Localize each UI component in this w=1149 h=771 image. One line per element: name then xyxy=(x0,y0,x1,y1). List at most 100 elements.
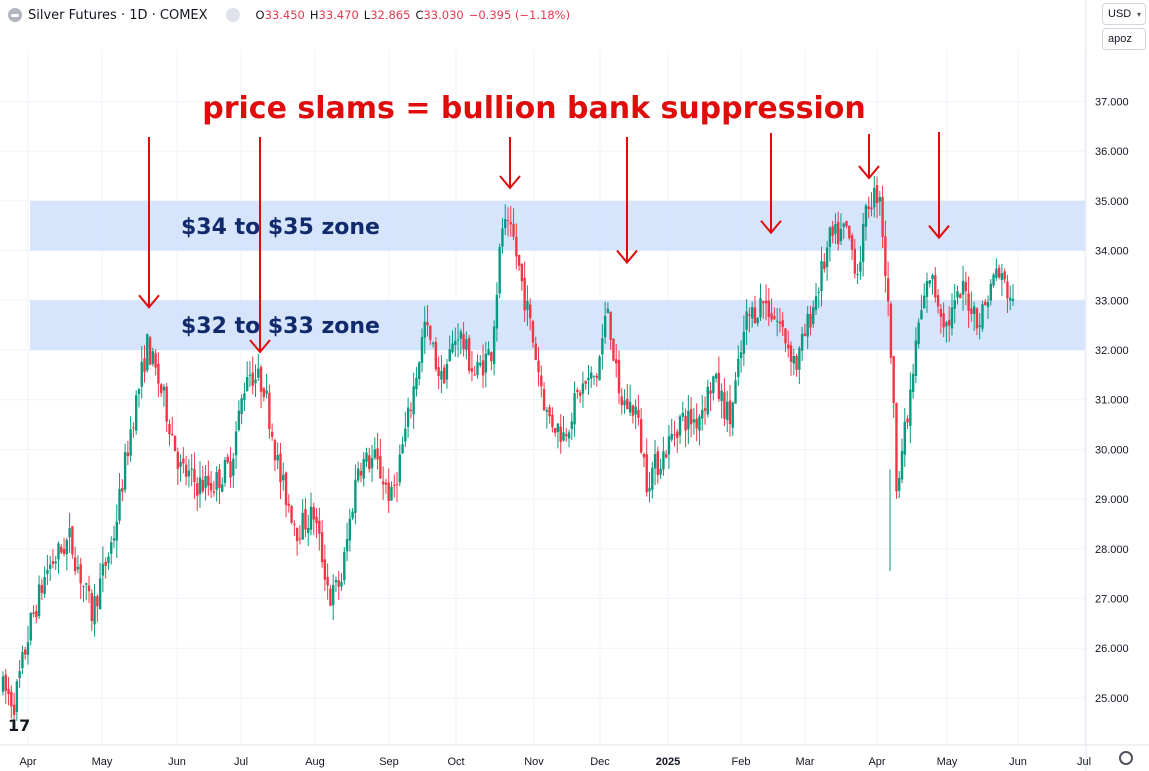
candle-body xyxy=(112,538,116,541)
candle-body xyxy=(825,247,829,268)
currency-selector[interactable]: USD ▾ xyxy=(1102,3,1146,25)
candle-body xyxy=(789,345,793,362)
candle-body xyxy=(867,206,870,209)
candle-body xyxy=(684,416,687,431)
candle-body xyxy=(212,491,216,493)
candle-body xyxy=(509,222,512,225)
ohlc-value: −0.395 (−1.18%) xyxy=(468,8,571,22)
candle-body xyxy=(301,512,304,540)
candle-body xyxy=(270,431,274,437)
candle-body xyxy=(787,344,790,349)
candle-body xyxy=(10,691,13,707)
candle-body xyxy=(229,461,232,478)
candle-body xyxy=(484,353,488,373)
candle-body xyxy=(631,405,635,416)
settings-gear-icon[interactable] xyxy=(1119,751,1133,765)
candle-body xyxy=(689,409,693,425)
candle-body xyxy=(87,585,91,592)
candle-body xyxy=(406,407,410,427)
candle-body xyxy=(151,351,155,365)
candle-body xyxy=(173,435,177,452)
candle-body xyxy=(817,291,820,293)
candle-body xyxy=(21,651,24,669)
candle-body xyxy=(470,368,474,372)
candle-body xyxy=(51,561,55,565)
candle-body xyxy=(221,484,224,492)
candle-body xyxy=(179,462,182,467)
candle-body xyxy=(234,431,238,456)
candle-body xyxy=(667,436,671,455)
candle-body xyxy=(828,227,832,248)
y-tick-label: 32.000 xyxy=(1095,345,1129,357)
candle-body xyxy=(673,434,676,436)
candle-body xyxy=(207,475,210,486)
candle-body xyxy=(162,386,166,391)
candle-body xyxy=(467,338,471,371)
candle-body xyxy=(506,220,510,222)
candle-body xyxy=(778,321,782,324)
candle-body xyxy=(35,610,38,618)
candle-body xyxy=(368,455,371,470)
candle-body xyxy=(12,704,16,716)
candle-body xyxy=(323,559,327,580)
candle-body xyxy=(137,389,141,395)
candle-body xyxy=(995,268,998,278)
candle-body xyxy=(645,454,648,493)
candle-body xyxy=(232,458,235,476)
candle-body xyxy=(85,583,88,585)
candle-body xyxy=(459,331,463,339)
arrow-head xyxy=(928,225,950,240)
time-axis: Apr May Jun Jul Aug Sep Oct Nov Dec 2025 Feb Mar Apr… xyxy=(19,756,1091,768)
candle-body xyxy=(190,468,193,470)
x-tick-label: May xyxy=(92,756,113,768)
candle-body xyxy=(329,588,332,606)
candle-body xyxy=(456,339,460,341)
candle-body xyxy=(681,412,685,417)
candle-body xyxy=(115,521,118,541)
x-tick-label: Apr xyxy=(868,756,885,768)
candle-body xyxy=(18,671,21,679)
candle-body xyxy=(567,432,571,439)
candle-body xyxy=(520,263,524,282)
candle-body xyxy=(79,564,82,584)
x-tick-label: Jun xyxy=(168,756,186,768)
candle-body xyxy=(448,349,451,362)
candle-body xyxy=(556,423,560,432)
candle-body xyxy=(856,274,859,276)
candle-body xyxy=(812,307,815,325)
candle-body xyxy=(384,482,388,485)
candle-body xyxy=(184,464,188,477)
candle-body xyxy=(62,548,66,554)
candle-body xyxy=(340,581,343,587)
candle-body xyxy=(110,542,113,554)
candle-body xyxy=(412,386,415,415)
candle-body xyxy=(393,485,396,487)
candle-body xyxy=(123,452,127,490)
candle-body xyxy=(578,392,582,396)
candle-body xyxy=(592,375,596,377)
candle-body xyxy=(282,474,285,481)
y-tick-label: 31.000 xyxy=(1095,395,1129,407)
symbol-logo-icon xyxy=(8,8,22,22)
candle-body xyxy=(479,362,482,366)
candle-body xyxy=(140,361,143,387)
candle-body xyxy=(284,472,288,505)
candle-body xyxy=(728,400,732,424)
candle-body xyxy=(656,451,660,475)
candle-body xyxy=(925,281,929,297)
candle-body xyxy=(287,503,290,506)
visibility-eye-icon[interactable] xyxy=(225,8,240,22)
candle-body xyxy=(970,308,973,314)
candle-body xyxy=(545,410,549,412)
zone-band xyxy=(30,300,1085,350)
candle-body xyxy=(853,248,857,274)
candle-body xyxy=(617,359,621,394)
candle-body xyxy=(1,676,5,692)
candle-body xyxy=(870,207,873,210)
symbol-title[interactable]: Silver Futures · 1D · COMEX xyxy=(28,7,208,23)
scale-mode-button[interactable]: apoz xyxy=(1102,28,1146,50)
candle-body xyxy=(861,224,865,262)
candle-body xyxy=(701,410,704,419)
candle-body xyxy=(171,434,174,436)
